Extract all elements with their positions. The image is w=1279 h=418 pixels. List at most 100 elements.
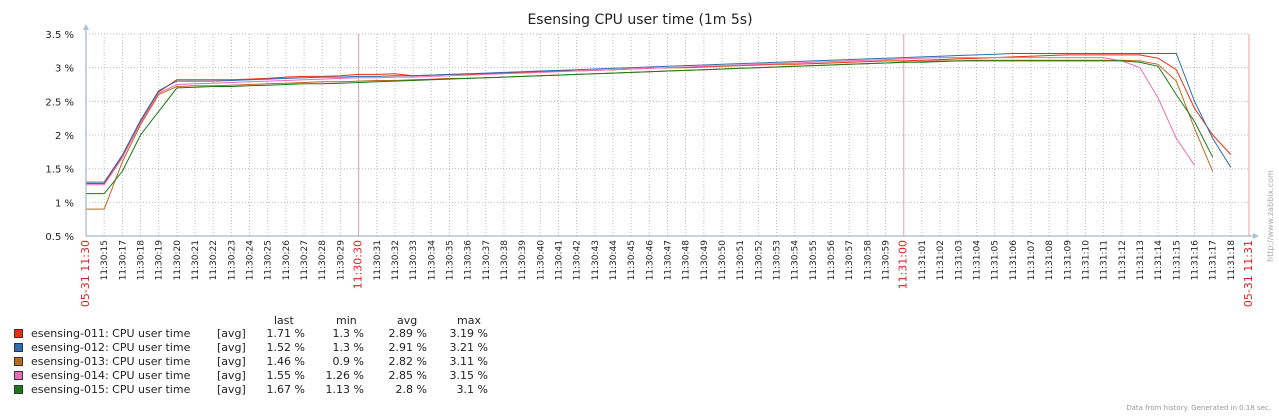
legend-avg: 2.82 % [388, 355, 427, 368]
x-tick-label: 11:31:13 [1136, 240, 1146, 280]
legend-function: [avg] [217, 341, 246, 354]
grid [85, 33, 1250, 237]
legend-function: [avg] [217, 355, 246, 368]
legend-swatch [14, 371, 23, 380]
x-tick-label: 11:31:17 [1209, 240, 1219, 280]
x-tick-label: 11:30:17 [118, 240, 128, 280]
x-tick-label: 11:30:43 [591, 240, 601, 280]
x-tick-label: 11:30:27 [300, 240, 310, 280]
x-tick-label: 11:30:41 [554, 240, 564, 280]
series-line-5 [86, 60, 1214, 195]
x-tick-label: 11:31:14 [1154, 240, 1164, 281]
y-tick-label: 1 % [55, 198, 74, 209]
x-tick-label: 11:30:45 [627, 240, 637, 280]
x-tick-label: 11:30:46 [645, 240, 655, 281]
x-tick-label: 11:31:06 [1009, 240, 1019, 281]
x-tick-label: 05-31 11:30 [79, 240, 92, 307]
legend-swatch [14, 329, 23, 338]
generation-footer: Data from history. Generated in 0.18 sec… [1126, 404, 1271, 412]
legend-swatch [14, 357, 23, 366]
legend-swatch [14, 385, 23, 394]
legend-min: 1.3 % [332, 327, 364, 340]
x-tick-label: 11:30:52 [754, 240, 764, 280]
legend-header-max: max [457, 314, 481, 327]
x-tick-label: 11:31:16 [1190, 240, 1200, 281]
legend-avg: 2.91 % [388, 341, 427, 354]
x-tick-label: 11:30:56 [827, 240, 837, 281]
x-tick-label: 11:31:18 [1227, 240, 1237, 281]
legend-header-avg: avg [397, 314, 418, 327]
legend-series-name: esensing-014: CPU user time [31, 369, 191, 382]
x-tick-label: 11:30:58 [863, 240, 873, 281]
legend-avg: 2.89 % [388, 327, 427, 340]
x-tick-label: 11:31:05 [991, 240, 1001, 280]
legend-last: 1.71 % [266, 327, 305, 340]
x-tick-label: 11:31:10 [1081, 240, 1091, 281]
x-tick-label: 11:30:59 [882, 240, 892, 281]
x-tick-label: 11:30:48 [682, 240, 692, 281]
x-tick-label: 11:30:29 [336, 240, 346, 281]
series-line-1 [86, 54, 1232, 184]
legend-header-last: last [274, 314, 294, 327]
x-tick-label: 11:31:11 [1100, 240, 1110, 280]
legend-swatch [14, 343, 23, 352]
x-tick-label: 11:30:20 [173, 240, 183, 281]
legend-min: 1.13 % [325, 383, 364, 396]
x-tick-label: 11:30:34 [427, 240, 437, 281]
legend-last: 1.46 % [266, 355, 305, 368]
x-tick-label: 11:31:12 [1118, 240, 1128, 280]
legend-series-name: esensing-011: CPU user time [31, 327, 191, 340]
legend-function: [avg] [217, 369, 246, 382]
legend-max: 3.19 % [449, 327, 488, 340]
legend-series-name: esensing-012: CPU user time [31, 341, 191, 354]
x-tick-label: 11:31:01 [918, 240, 928, 280]
x-tick-label: 11:30:30 [352, 240, 365, 289]
x-tick-label: 11:30:42 [573, 240, 583, 280]
x-tick-label: 11:30:21 [191, 240, 201, 280]
x-tick-label: 11:30:54 [791, 240, 801, 281]
cpu-time-chart: Esensing CPU user time (1m 5s) 05-31 11:… [45, 12, 1259, 307]
legend-header-min: min [336, 314, 357, 327]
legend-avg: 2.8 % [395, 383, 427, 396]
y-tick-label: 1.5 % [45, 165, 74, 176]
x-tick-label: 11:30:50 [718, 240, 728, 281]
x-tick-label: 05-31 11:31 [1242, 240, 1255, 307]
x-tick-label: 11:30:31 [373, 240, 383, 280]
legend-min: 1.3 % [332, 341, 364, 354]
y-tick-label: 3.5 % [45, 30, 74, 41]
y-axis-arrow [83, 24, 89, 30]
y-tick-label: 3 % [55, 64, 74, 75]
x-tick-label: 11:30:24 [246, 240, 256, 281]
x-tick-label: 11:31:07 [1027, 240, 1037, 280]
x-tick-label: 11:30:22 [209, 240, 219, 280]
axes: 05-31 11:30 11:30:15 11:30:17 11:30:18 11:30… [45, 24, 1259, 307]
chart-title: Esensing CPU user time (1m 5s) [527, 12, 752, 28]
x-tick-label: 11:30:44 [609, 240, 619, 281]
x-tick-label: 11:30:32 [391, 240, 401, 280]
y-tick-label: 2 % [55, 131, 74, 142]
x-tick-label: 11:30:38 [500, 240, 510, 281]
x-tick-label: 11:30:23 [227, 240, 237, 280]
x-tick-label: 11:31:00 [897, 240, 910, 289]
x-tick-label: 11:31:08 [1045, 240, 1055, 281]
legend-last: 1.67 % [266, 383, 305, 396]
x-tick-label: 11:30:18 [137, 240, 147, 281]
y-tick-label: 0.5 % [45, 232, 74, 243]
x-tick-label: 11:31:02 [936, 240, 946, 280]
x-tick-label: 11:30:25 [264, 240, 274, 280]
series-line-2 [86, 53, 1232, 183]
legend-function: [avg] [217, 383, 246, 396]
x-tick-label: 11:31:03 [954, 240, 964, 280]
series-lines [86, 53, 1232, 210]
x-tick-label: 11:30:19 [155, 240, 165, 281]
x-tick-label: 11:31:09 [1063, 240, 1073, 281]
legend-min: 0.9 % [332, 355, 364, 368]
legend-max: 3.15 % [449, 369, 488, 382]
x-tick-label: 11:30:36 [464, 240, 474, 281]
legend-min: 1.26 % [325, 369, 364, 382]
x-tick-label: 11:30:55 [809, 240, 819, 280]
legend-series-name: esensing-015: CPU user time [31, 383, 191, 396]
y-tick-label: 2.5 % [45, 97, 74, 108]
legend-avg: 2.85 % [388, 369, 427, 382]
x-axis-arrow [1253, 233, 1259, 239]
